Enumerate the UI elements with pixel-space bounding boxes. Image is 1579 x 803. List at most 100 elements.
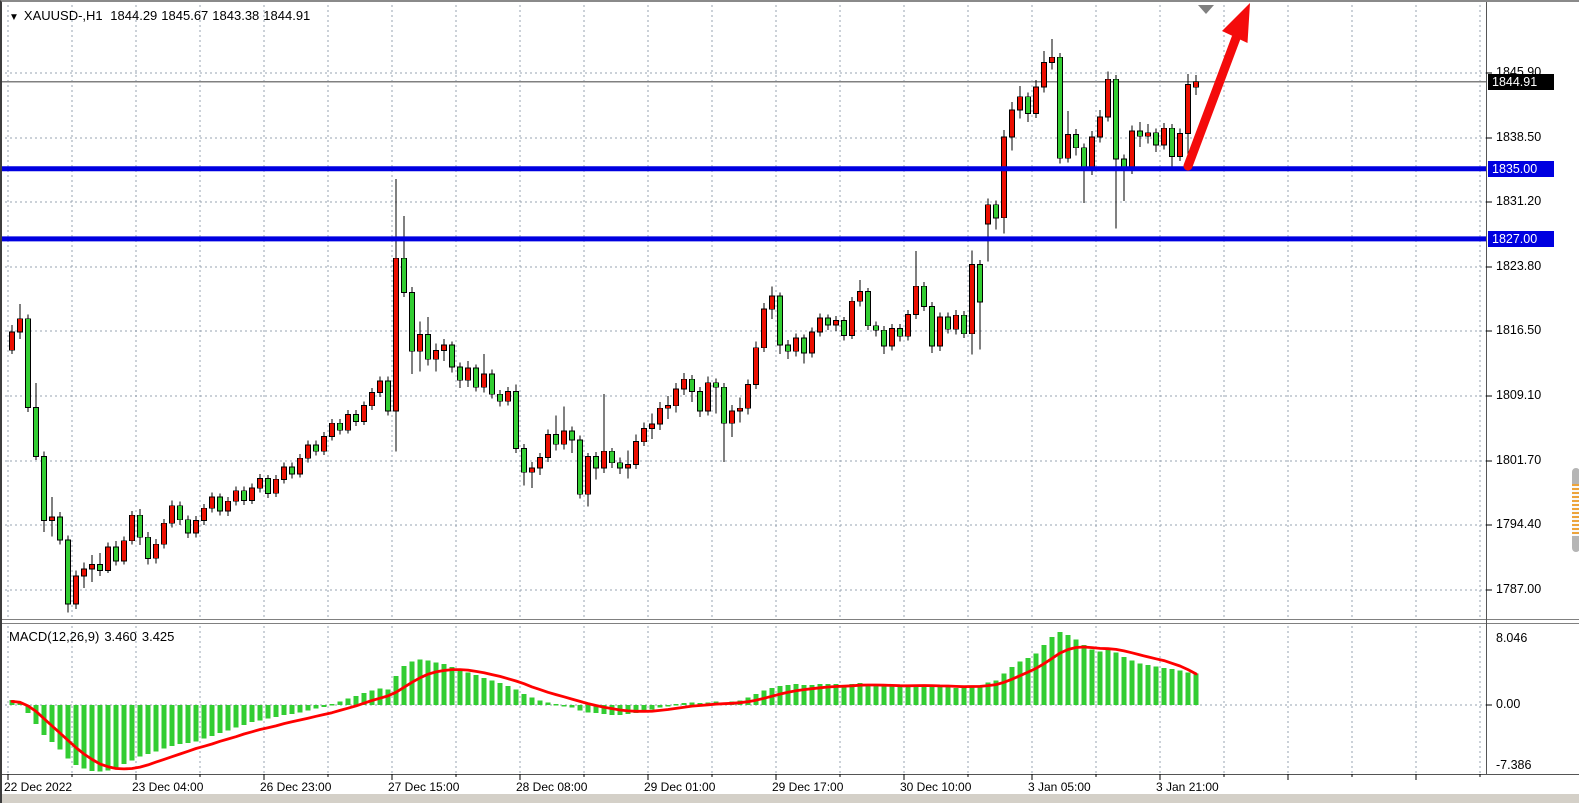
macd-histogram-bar (1041, 645, 1047, 705)
candle-body (713, 382, 719, 388)
candle-body (1177, 133, 1183, 157)
time-tick-label: 22 Dec 2022 (4, 780, 73, 794)
macd-histogram-bar (505, 686, 511, 705)
candle-body (689, 378, 695, 392)
macd-histogram-bar (681, 703, 687, 705)
macd-histogram-bar (1001, 673, 1007, 705)
candle-body (1041, 62, 1047, 88)
candle-body (121, 540, 127, 562)
macd-value: 3.460 (104, 629, 137, 644)
candle-body (249, 487, 255, 501)
macd-histogram-bar (529, 697, 535, 705)
candle-body (481, 373, 487, 388)
candle-body (1065, 134, 1071, 159)
macd-histogram-bar (1105, 649, 1111, 705)
bullish-arrow (1183, 3, 1250, 171)
macd-histogram-bar (953, 687, 959, 705)
collapse-icon[interactable]: ▼ (9, 12, 19, 23)
candle-body (881, 329, 887, 347)
candle-body (1113, 78, 1119, 160)
macd-histogram-bar (929, 686, 935, 705)
candle-body (217, 496, 223, 512)
candle-body (913, 285, 919, 315)
candle-body (449, 344, 455, 368)
macd-histogram-bar (465, 672, 471, 705)
macd-histogram-bar (585, 705, 591, 713)
macd-histogram-bar (913, 685, 919, 705)
candle-body (761, 308, 767, 349)
candle-body (329, 422, 335, 437)
candle-body (1153, 132, 1159, 146)
candle-body (705, 382, 711, 412)
candle-body (561, 430, 567, 445)
macd-histogram-bar (1177, 670, 1183, 705)
macd-histogram-bar (1081, 645, 1087, 705)
candle-body (153, 543, 159, 559)
macd-histogram-bar (65, 705, 71, 759)
macd-histogram-bar (897, 686, 903, 705)
macd-histogram-bar (825, 684, 831, 705)
macd-histogram-bar (81, 705, 87, 769)
macd-histogram-bar (601, 705, 607, 715)
candle-body (977, 263, 983, 303)
candle-body (1193, 81, 1199, 88)
price-tick-label: 1787.00 (1496, 581, 1542, 596)
price-tick-label: 1794.40 (1496, 516, 1542, 531)
macd-histogram-bar (833, 684, 839, 705)
macd-histogram-bar (1097, 651, 1103, 705)
candle-body (305, 444, 311, 459)
macd-indicator-label: MACD(12,26,9) 3.460 3.425 (9, 629, 179, 644)
candle-body (497, 393, 503, 402)
macd-histogram-bar (33, 705, 39, 724)
candle-body (649, 423, 655, 429)
candle-body (1049, 56, 1055, 63)
macd-histogram-bar (673, 704, 679, 706)
candle-body (745, 384, 751, 409)
macd-histogram-bar (361, 693, 367, 705)
macd-histogram-bar (209, 705, 215, 736)
price-tick-label: 1809.10 (1496, 387, 1542, 402)
candle-body (865, 291, 871, 327)
chart-shift-marker-icon[interactable] (1198, 5, 1214, 14)
candle-body (545, 434, 551, 458)
macd-histogram-bar (73, 705, 79, 765)
macd-histogram-bar (25, 705, 31, 714)
candle-body (729, 410, 735, 424)
macd-histogram-bar (305, 705, 311, 711)
candle-body (1137, 130, 1143, 137)
macd-histogram-bar (977, 686, 983, 705)
candle-body (297, 457, 303, 475)
candle-body (953, 314, 959, 330)
candle-body (1057, 56, 1063, 159)
macd-histogram-bar (457, 669, 463, 705)
candle-body (177, 505, 183, 521)
candle-body (681, 378, 687, 390)
time-tick-label: 27 Dec 15:00 (388, 780, 460, 794)
macd-histogram-bar (313, 705, 319, 709)
candle-body (49, 516, 55, 521)
candle-body (785, 344, 791, 352)
macd-histogram-bar (97, 705, 103, 772)
candle-body (513, 391, 519, 450)
window-bottom-edge (2, 794, 1579, 803)
hline-price-box-1835[interactable]: 1835.00 (1488, 160, 1554, 177)
price-tick-label: 1831.20 (1496, 194, 1542, 209)
candle-body (89, 564, 95, 570)
hline-price-box-1827[interactable]: 1827.00 (1488, 230, 1554, 247)
scrollbar-thumb[interactable] (1572, 468, 1579, 552)
macd-histogram-bar (233, 705, 239, 728)
macd-histogram-bar (1137, 663, 1143, 705)
macd-histogram-bar (177, 705, 183, 744)
macd-histogram-bar (665, 705, 671, 707)
macd-histogram-bar (345, 698, 351, 705)
macd-histogram-bar (801, 685, 807, 705)
candle-body (993, 204, 999, 219)
candle-body (1169, 127, 1175, 157)
candle-body (41, 456, 47, 521)
candle-body (777, 295, 783, 346)
candle-body (129, 514, 135, 542)
macd-histogram-bar (393, 676, 399, 705)
candle-body (1129, 130, 1135, 170)
macd-histogram-bar (289, 705, 295, 715)
